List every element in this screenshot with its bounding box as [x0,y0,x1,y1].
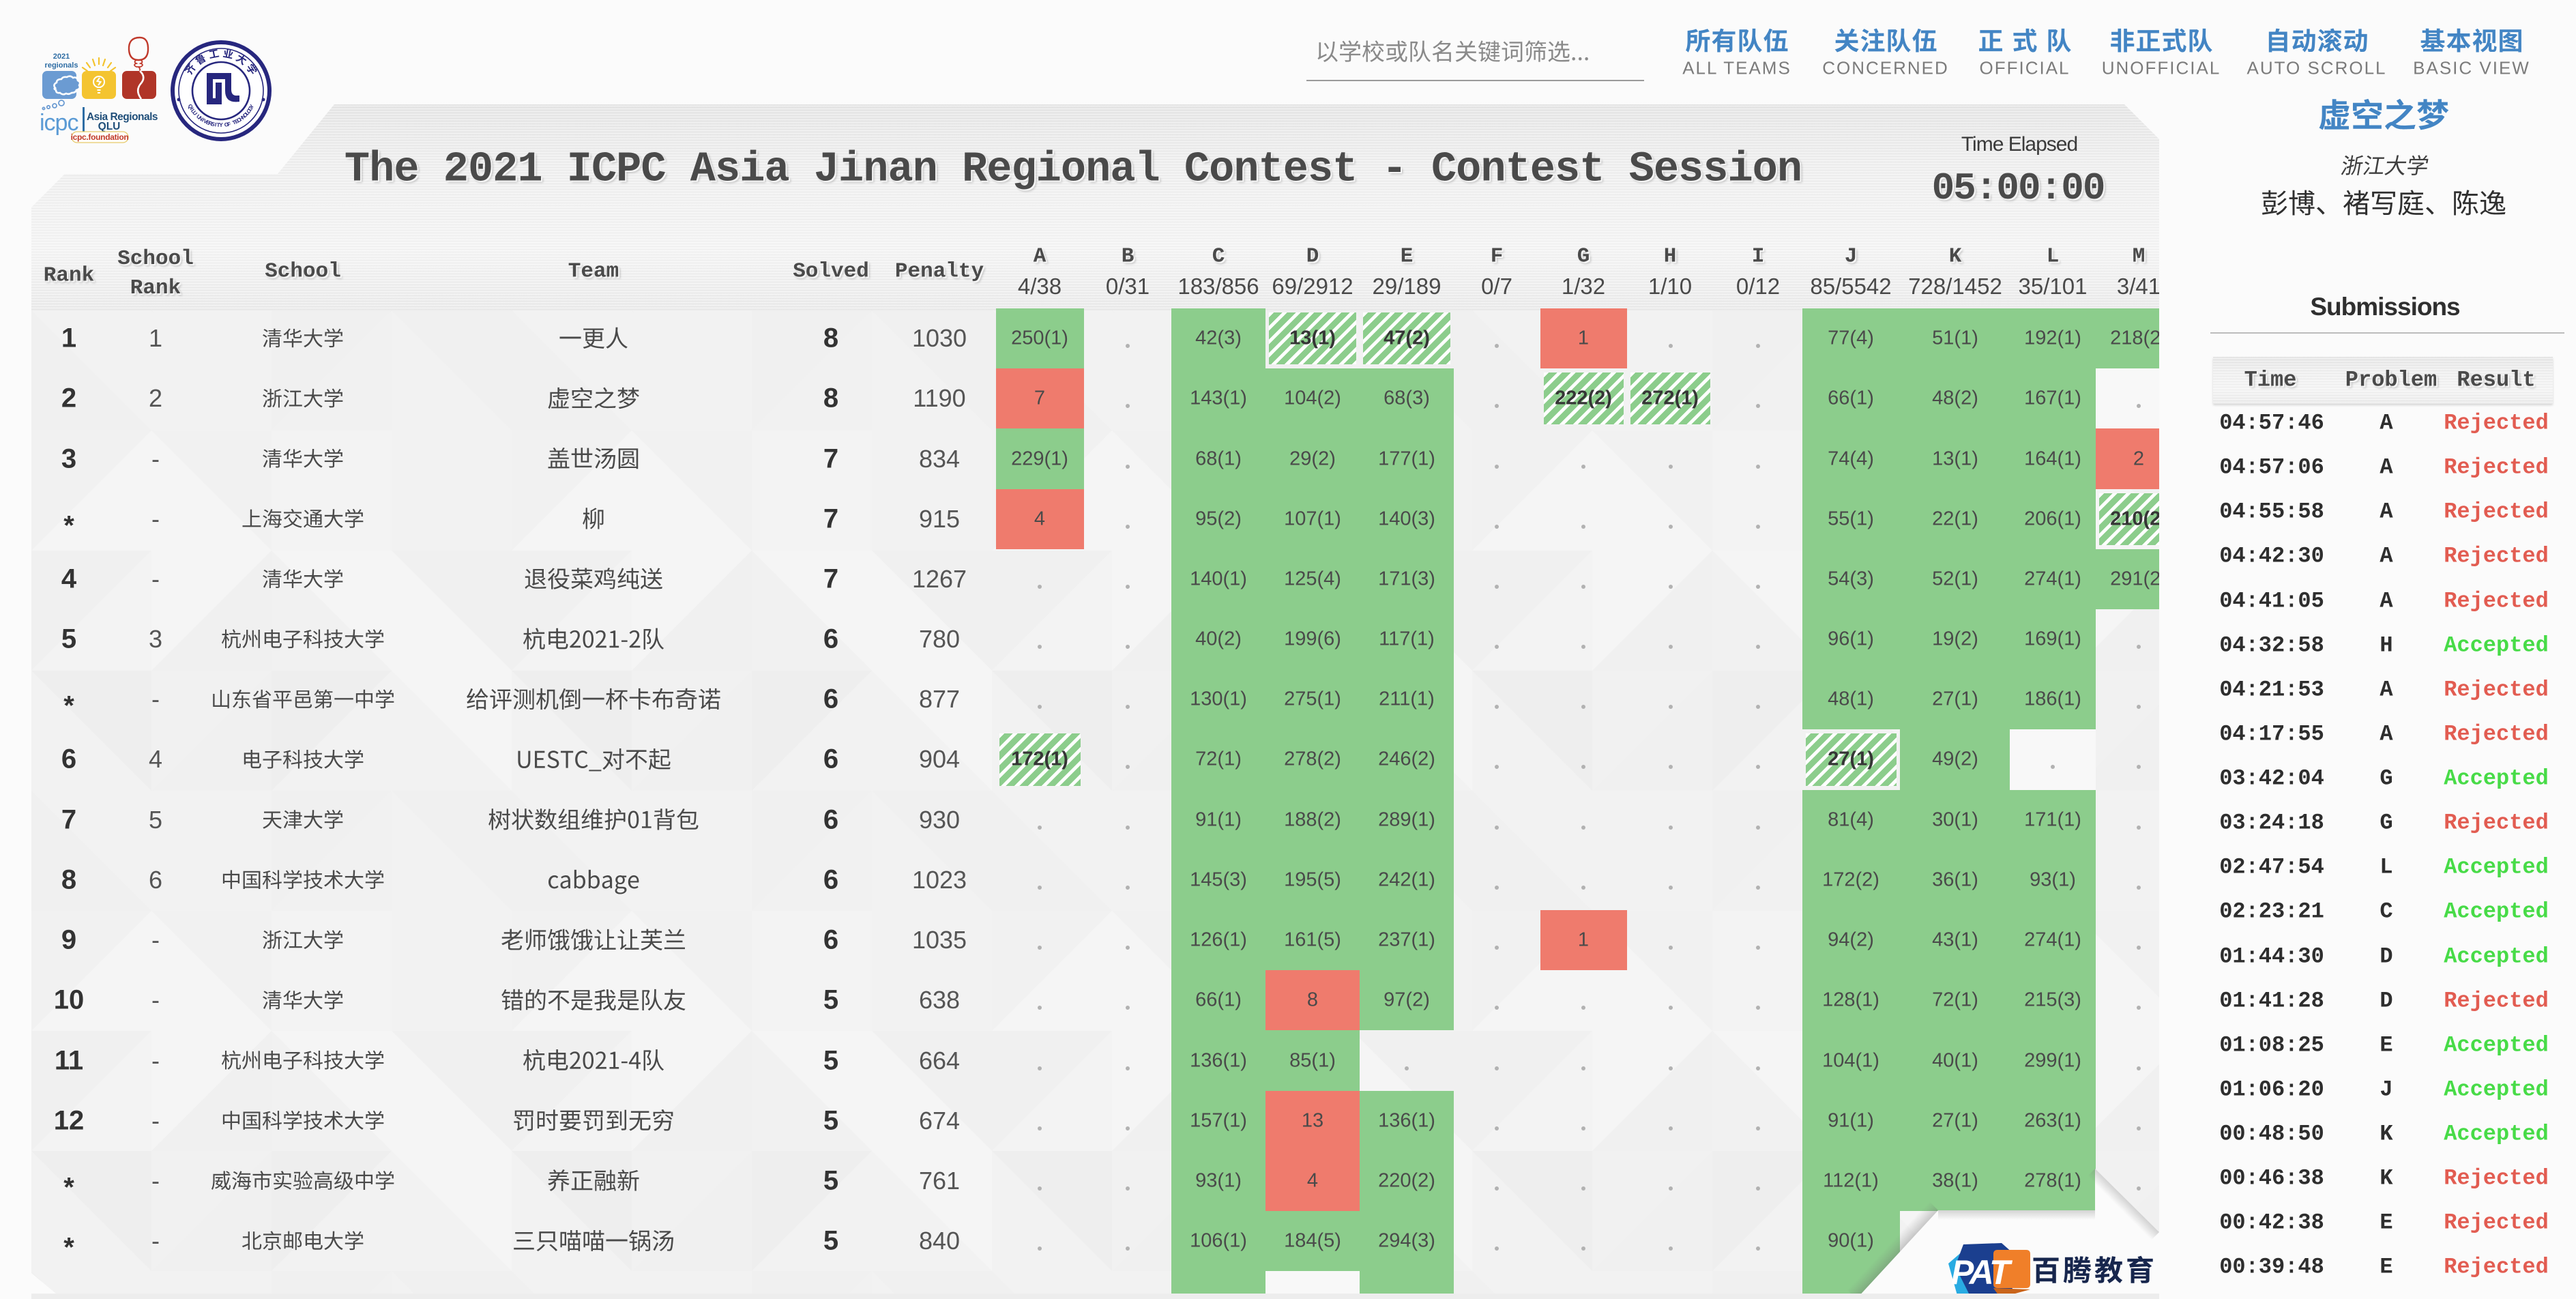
svg-text:F: F [226,121,231,128]
svg-text:regionals: regionals [45,61,78,70]
svg-text:I: I [201,117,205,123]
svg-text:G: G [247,105,254,112]
svg-text:L: L [244,110,250,117]
svg-text:Y: Y [248,103,256,109]
svg-text:H: H [238,115,245,122]
svg-text:2021: 2021 [53,53,70,61]
svg-text:QLU: QLU [98,121,121,132]
svg-text:O: O [245,108,252,115]
svg-text:U: U [191,110,199,117]
svg-text:I: I [214,121,217,128]
svg-text:U: U [195,113,202,121]
svg-text:E: E [234,117,240,125]
svg-text:Y: Y [219,122,223,128]
svg-text:T: T [231,119,237,126]
svg-text:V: V [203,118,209,126]
svg-text:I: I [189,106,195,111]
svg-text:T: T [216,122,220,128]
svg-text:N: N [197,115,204,123]
svg-text:O: O [224,121,229,128]
svg-text:Asia Regionals: Asia Regionals [87,111,158,123]
svg-text:Q: Q [187,103,194,110]
svg-text:S: S [211,121,216,128]
svg-text:N: N [240,113,247,121]
svg-text:O: O [241,111,249,119]
svg-text:icpc: icpc [40,110,78,136]
svg-text:L: L [190,108,196,114]
svg-text:R: R [207,120,213,127]
svg-text:E: E [205,119,211,127]
svg-text:C: C [236,117,243,124]
svg-text:icpc.foundation: icpc.foundation [71,132,129,142]
